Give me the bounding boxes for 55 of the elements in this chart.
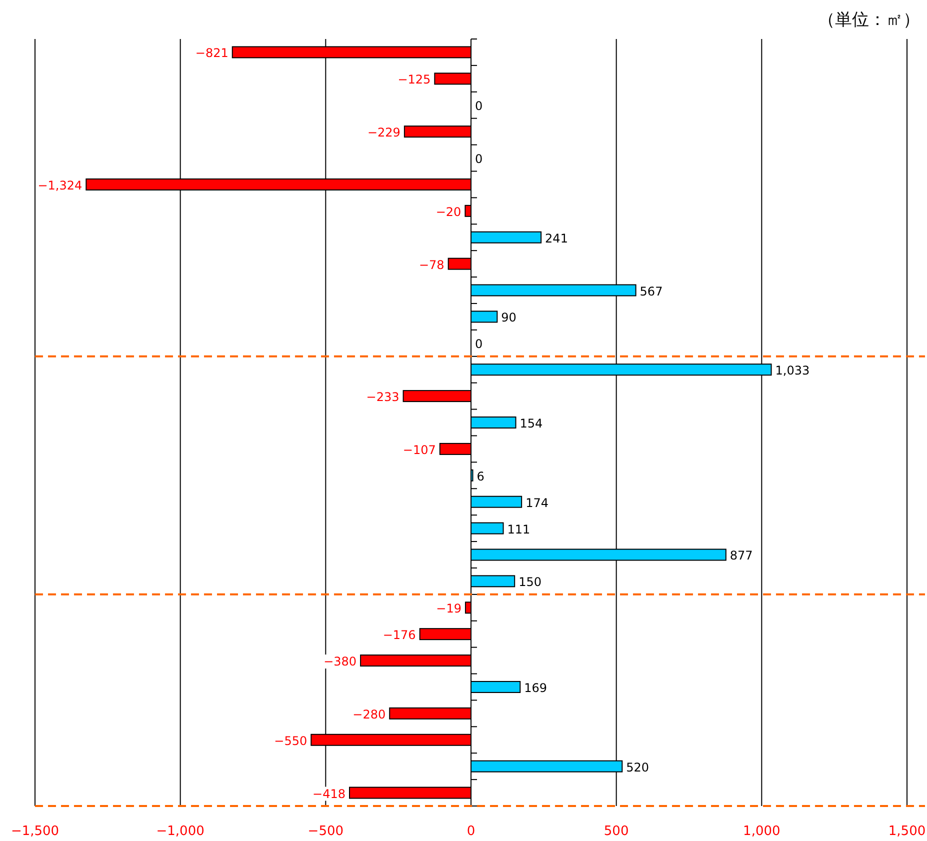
bar bbox=[439, 442, 472, 455]
data-label: 6 bbox=[476, 469, 484, 484]
data-label: 0 bbox=[475, 337, 483, 352]
bar bbox=[470, 310, 498, 323]
data-label: 520 bbox=[626, 760, 650, 774]
bar bbox=[434, 72, 472, 85]
data-label: 90 bbox=[501, 310, 516, 325]
data-label: −418 bbox=[312, 786, 346, 801]
data-label: −78 bbox=[419, 258, 444, 272]
data-label: 567 bbox=[640, 284, 663, 298]
bar bbox=[470, 496, 522, 508]
bar bbox=[349, 786, 472, 799]
data-label: 877 bbox=[730, 548, 753, 563]
data-label: 154 bbox=[520, 416, 543, 430]
data-label: −380 bbox=[324, 654, 357, 669]
bar bbox=[470, 575, 516, 588]
data-label: 0 bbox=[475, 99, 483, 114]
data-label: −176 bbox=[382, 628, 416, 642]
data-label: −1,324 bbox=[38, 178, 82, 192]
data-label: −229 bbox=[367, 126, 400, 140]
chart-title: （単位：㎡） bbox=[818, 10, 920, 30]
data-label: 169 bbox=[524, 680, 548, 695]
data-label: −550 bbox=[274, 734, 308, 748]
data-label: −20 bbox=[436, 204, 462, 219]
x-tick-label: −500 bbox=[308, 824, 344, 839]
bar bbox=[470, 680, 521, 693]
x-tick-label: 500 bbox=[604, 824, 629, 839]
bar bbox=[389, 707, 472, 720]
data-label: −125 bbox=[398, 72, 431, 87]
bar bbox=[419, 628, 472, 640]
x-tick-label: 1,000 bbox=[743, 824, 780, 839]
bar bbox=[404, 126, 472, 138]
data-label: 0 bbox=[475, 152, 483, 166]
bar bbox=[470, 522, 504, 534]
data-label: 111 bbox=[507, 522, 530, 536]
x-tick-label: 1,500 bbox=[888, 824, 926, 839]
bar bbox=[470, 231, 542, 244]
bar bbox=[402, 390, 472, 402]
data-label: 150 bbox=[518, 575, 542, 590]
bar bbox=[464, 602, 472, 614]
data-label: −280 bbox=[352, 707, 386, 722]
bar bbox=[448, 258, 472, 270]
bar bbox=[470, 416, 516, 428]
bar bbox=[464, 204, 472, 217]
x-tick-label: −1,500 bbox=[10, 824, 60, 839]
x-tick-label: 0 bbox=[466, 824, 476, 839]
data-label: 241 bbox=[545, 231, 568, 246]
data-label: 174 bbox=[526, 496, 548, 510]
x-tick-label: −1,000 bbox=[156, 824, 204, 839]
data-label: −19 bbox=[436, 602, 462, 616]
data-label: −107 bbox=[402, 442, 436, 457]
data-label: −233 bbox=[366, 390, 400, 404]
bar bbox=[360, 654, 472, 667]
data-label: 1,033 bbox=[775, 364, 810, 378]
data-label: −821 bbox=[195, 46, 228, 60]
